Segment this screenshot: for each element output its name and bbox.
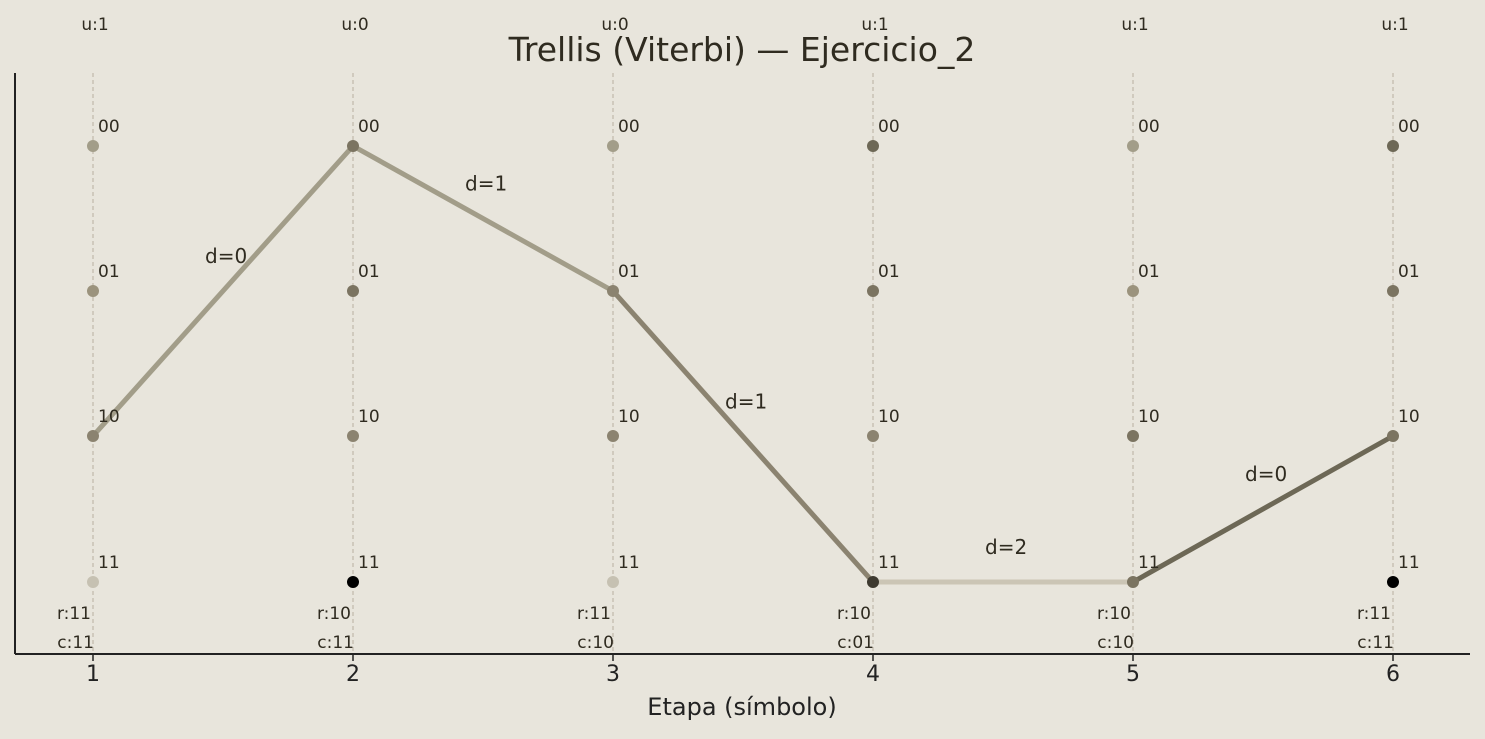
state-node-6-10 <box>1387 430 1399 442</box>
received-label-2: r:10 <box>317 604 351 624</box>
path-distance-label-3: d=1 <box>725 390 767 414</box>
x-axis-label: Etapa (símbolo) <box>647 693 836 721</box>
received-label-3: r:11 <box>577 604 611 624</box>
state-label-4-00: 00 <box>878 117 900 137</box>
path-segment-3 <box>611 289 875 584</box>
received-label-1: r:11 <box>57 604 91 624</box>
state-node-2-11 <box>347 576 359 588</box>
received-label-4: r:10 <box>837 604 871 624</box>
state-node-2-10 <box>347 430 359 442</box>
state-label-5-00: 00 <box>1138 117 1160 137</box>
state-label-6-00: 00 <box>1398 117 1420 137</box>
state-label-1-00: 00 <box>98 117 120 137</box>
input-bit-label-2: u:0 <box>341 15 368 35</box>
path-segment-1 <box>91 144 355 438</box>
x-tick-label-5: 5 <box>1126 662 1140 687</box>
axes <box>14 73 1470 655</box>
trellis-labels: d=0 d=1 d=1 d=2 d=0 00 01 10 11 00 01 10 11 00 01 10 11 0… <box>57 15 1420 653</box>
chart-title: Trellis (Viterbi) — Ejercicio_2 <box>508 30 976 69</box>
state-node-6-01 <box>1387 285 1399 297</box>
x-ticks: 1 2 3 4 5 6 <box>86 654 1400 687</box>
input-bit-label-3: u:0 <box>601 15 628 35</box>
codeword-label-6: c:11 <box>1357 633 1394 653</box>
trellis-nodes <box>87 140 1399 588</box>
state-node-2-01 <box>347 285 359 297</box>
state-node-6-11 <box>1387 576 1399 588</box>
state-node-3-10 <box>607 430 619 442</box>
state-label-1-11: 11 <box>98 553 120 573</box>
state-node-3-00 <box>607 140 619 152</box>
state-label-2-01: 01 <box>358 262 380 282</box>
path-distance-label-4: d=2 <box>985 535 1027 559</box>
state-node-6-00 <box>1387 140 1399 152</box>
state-label-3-01: 01 <box>618 262 640 282</box>
state-label-6-01: 01 <box>1398 262 1420 282</box>
state-label-3-10: 10 <box>618 407 640 427</box>
state-node-2-00 <box>347 140 359 152</box>
state-label-2-11: 11 <box>358 553 380 573</box>
x-tick-label-3: 3 <box>606 662 620 687</box>
path-distance-label-5: d=0 <box>1245 462 1287 486</box>
codeword-label-5: c:10 <box>1097 633 1134 653</box>
state-node-1-10 <box>87 430 99 442</box>
state-label-6-11: 11 <box>1398 553 1420 573</box>
state-label-2-10: 10 <box>358 407 380 427</box>
state-node-3-11 <box>607 576 619 588</box>
state-label-1-10: 10 <box>98 407 120 427</box>
path-distance-label-2: d=1 <box>465 172 507 196</box>
x-tick-label-6: 6 <box>1386 662 1400 687</box>
state-label-5-10: 10 <box>1138 407 1160 427</box>
state-node-5-10 <box>1127 430 1139 442</box>
stage-gridlines <box>92 73 1394 654</box>
state-label-2-00: 00 <box>358 117 380 137</box>
received-label-6: r:11 <box>1357 604 1391 624</box>
state-label-4-01: 01 <box>878 262 900 282</box>
codeword-label-3: c:10 <box>577 633 614 653</box>
state-label-4-10: 10 <box>878 407 900 427</box>
state-node-4-00 <box>867 140 879 152</box>
state-node-5-00 <box>1127 140 1139 152</box>
survivor-path <box>91 143 1395 585</box>
state-node-4-01 <box>867 285 879 297</box>
state-node-4-11 <box>867 576 879 588</box>
state-node-3-01 <box>607 285 619 297</box>
state-label-6-10: 10 <box>1398 407 1420 427</box>
codeword-label-1: c:11 <box>57 633 94 653</box>
state-label-4-11: 11 <box>878 553 900 573</box>
state-node-1-01 <box>87 285 99 297</box>
input-bit-label-1: u:1 <box>81 15 108 35</box>
input-bit-label-4: u:1 <box>861 15 888 35</box>
state-node-1-11 <box>87 576 99 588</box>
state-label-1-01: 01 <box>98 262 120 282</box>
input-bit-label-6: u:1 <box>1381 15 1408 35</box>
path-segment-2 <box>351 143 615 294</box>
state-node-5-01 <box>1127 285 1139 297</box>
state-label-5-11: 11 <box>1138 553 1160 573</box>
state-label-5-01: 01 <box>1138 262 1160 282</box>
input-bit-label-5: u:1 <box>1121 15 1148 35</box>
x-tick-label-1: 1 <box>86 662 100 687</box>
state-node-4-10 <box>867 430 879 442</box>
codeword-label-4: c:01 <box>837 633 874 653</box>
x-tick-label-2: 2 <box>346 662 360 687</box>
state-label-3-11: 11 <box>618 553 640 573</box>
codeword-label-2: c:11 <box>317 633 354 653</box>
path-segment-5 <box>1131 433 1395 585</box>
received-label-5: r:10 <box>1097 604 1131 624</box>
path-distance-label-1: d=0 <box>205 244 247 268</box>
state-node-1-00 <box>87 140 99 152</box>
state-label-3-00: 00 <box>618 117 640 137</box>
x-tick-label-4: 4 <box>866 662 880 687</box>
state-node-5-11 <box>1127 576 1139 588</box>
